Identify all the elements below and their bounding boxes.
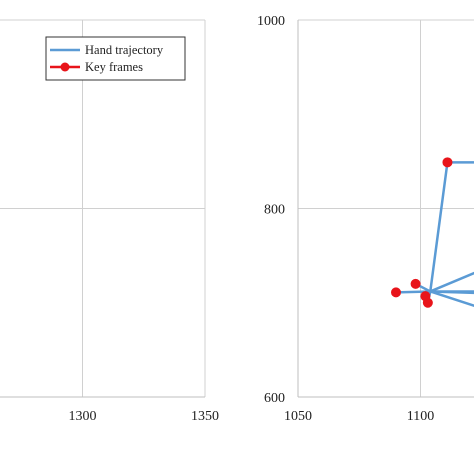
trajectory-segment: [429, 271, 474, 293]
x-tick-label: 1350: [191, 409, 219, 424]
y-tick-label: 600: [264, 391, 285, 406]
legend-dot-swatch: [60, 62, 70, 72]
key-frame-point: [442, 157, 453, 168]
x-tick-label: 1100: [407, 409, 434, 424]
y-tick-label: 1000: [257, 14, 285, 29]
legend: Hand trajectory Key frames: [45, 36, 186, 81]
key-frame-point: [410, 278, 421, 289]
legend-label: Hand trajectory: [85, 43, 164, 57]
y-tick-label: 800: [264, 203, 285, 218]
trajectory-segment: [429, 290, 474, 308]
left-chart-panel: 1300 1350: [0, 19, 219, 424]
trajectory-segment: [429, 161, 449, 293]
x-tick-label: 1300: [69, 409, 97, 424]
right-chart-panel: 1050 1100 600 800 1000: [257, 14, 474, 424]
key-frame-point: [422, 297, 433, 308]
key-frame-point: [391, 287, 401, 298]
x-tick-label: 1050: [284, 409, 312, 424]
legend-box: [45, 36, 186, 81]
legend-label: Key frames: [85, 60, 143, 74]
